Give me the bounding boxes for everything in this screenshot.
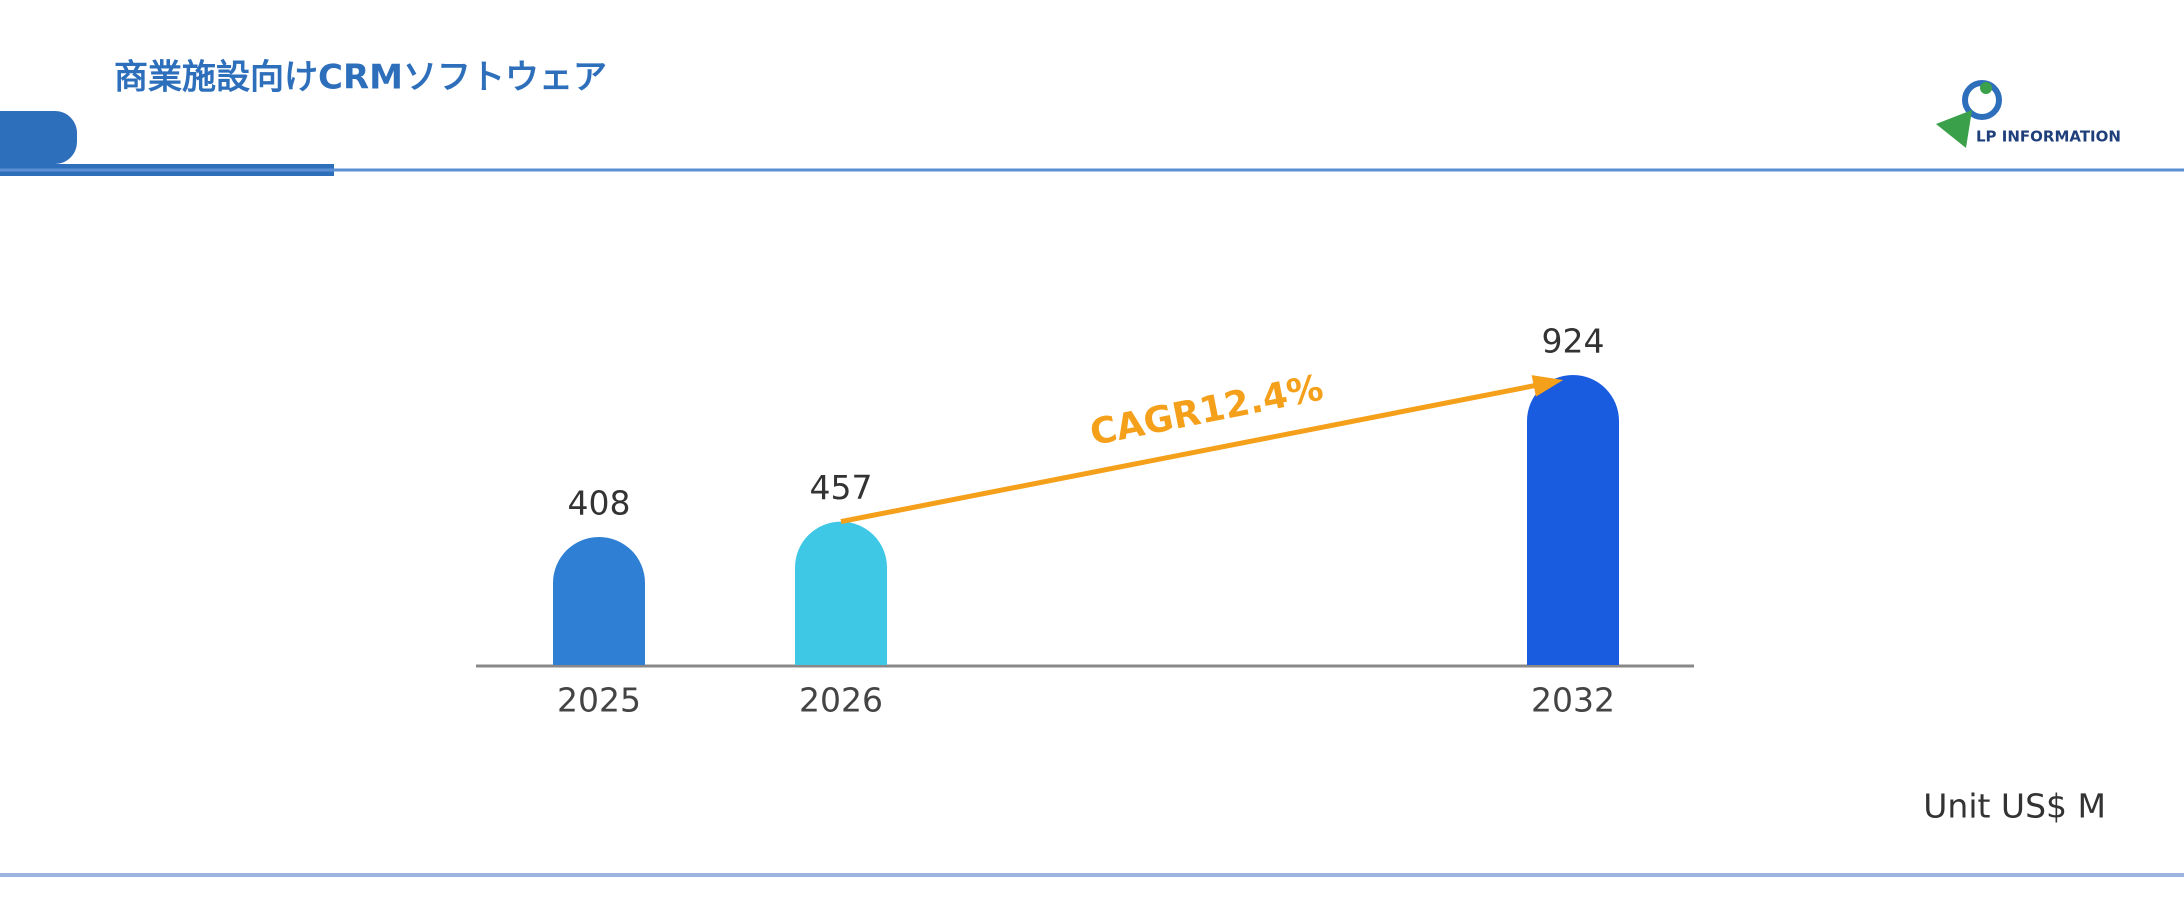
x-tick-label: 2032 (1531, 681, 1615, 720)
x-tick-label: 2026 (799, 681, 883, 720)
logo-dot (1980, 82, 1992, 94)
bar (795, 521, 888, 665)
header-tab (0, 111, 77, 164)
logo: LP INFORMATION (1936, 80, 2121, 148)
page-title: 商業施設向けCRMソフトウェア (114, 58, 607, 98)
cagr-arrowhead (1531, 375, 1564, 397)
cagr-arrow (840, 381, 1547, 525)
logo-mark (1936, 110, 1972, 148)
value-label: 408 (568, 483, 631, 522)
x-tick-label: 2025 (557, 681, 641, 720)
value-label: 924 (1542, 322, 1605, 361)
bar (1527, 375, 1619, 665)
unit-label: Unit US$ M (1923, 787, 2106, 826)
bar (553, 536, 645, 665)
cagr-label: CAGR12.4% (1087, 368, 1327, 455)
logo-text: LP INFORMATION (1976, 128, 2121, 146)
value-label: 457 (810, 468, 873, 507)
logo-ring (1962, 80, 2002, 120)
